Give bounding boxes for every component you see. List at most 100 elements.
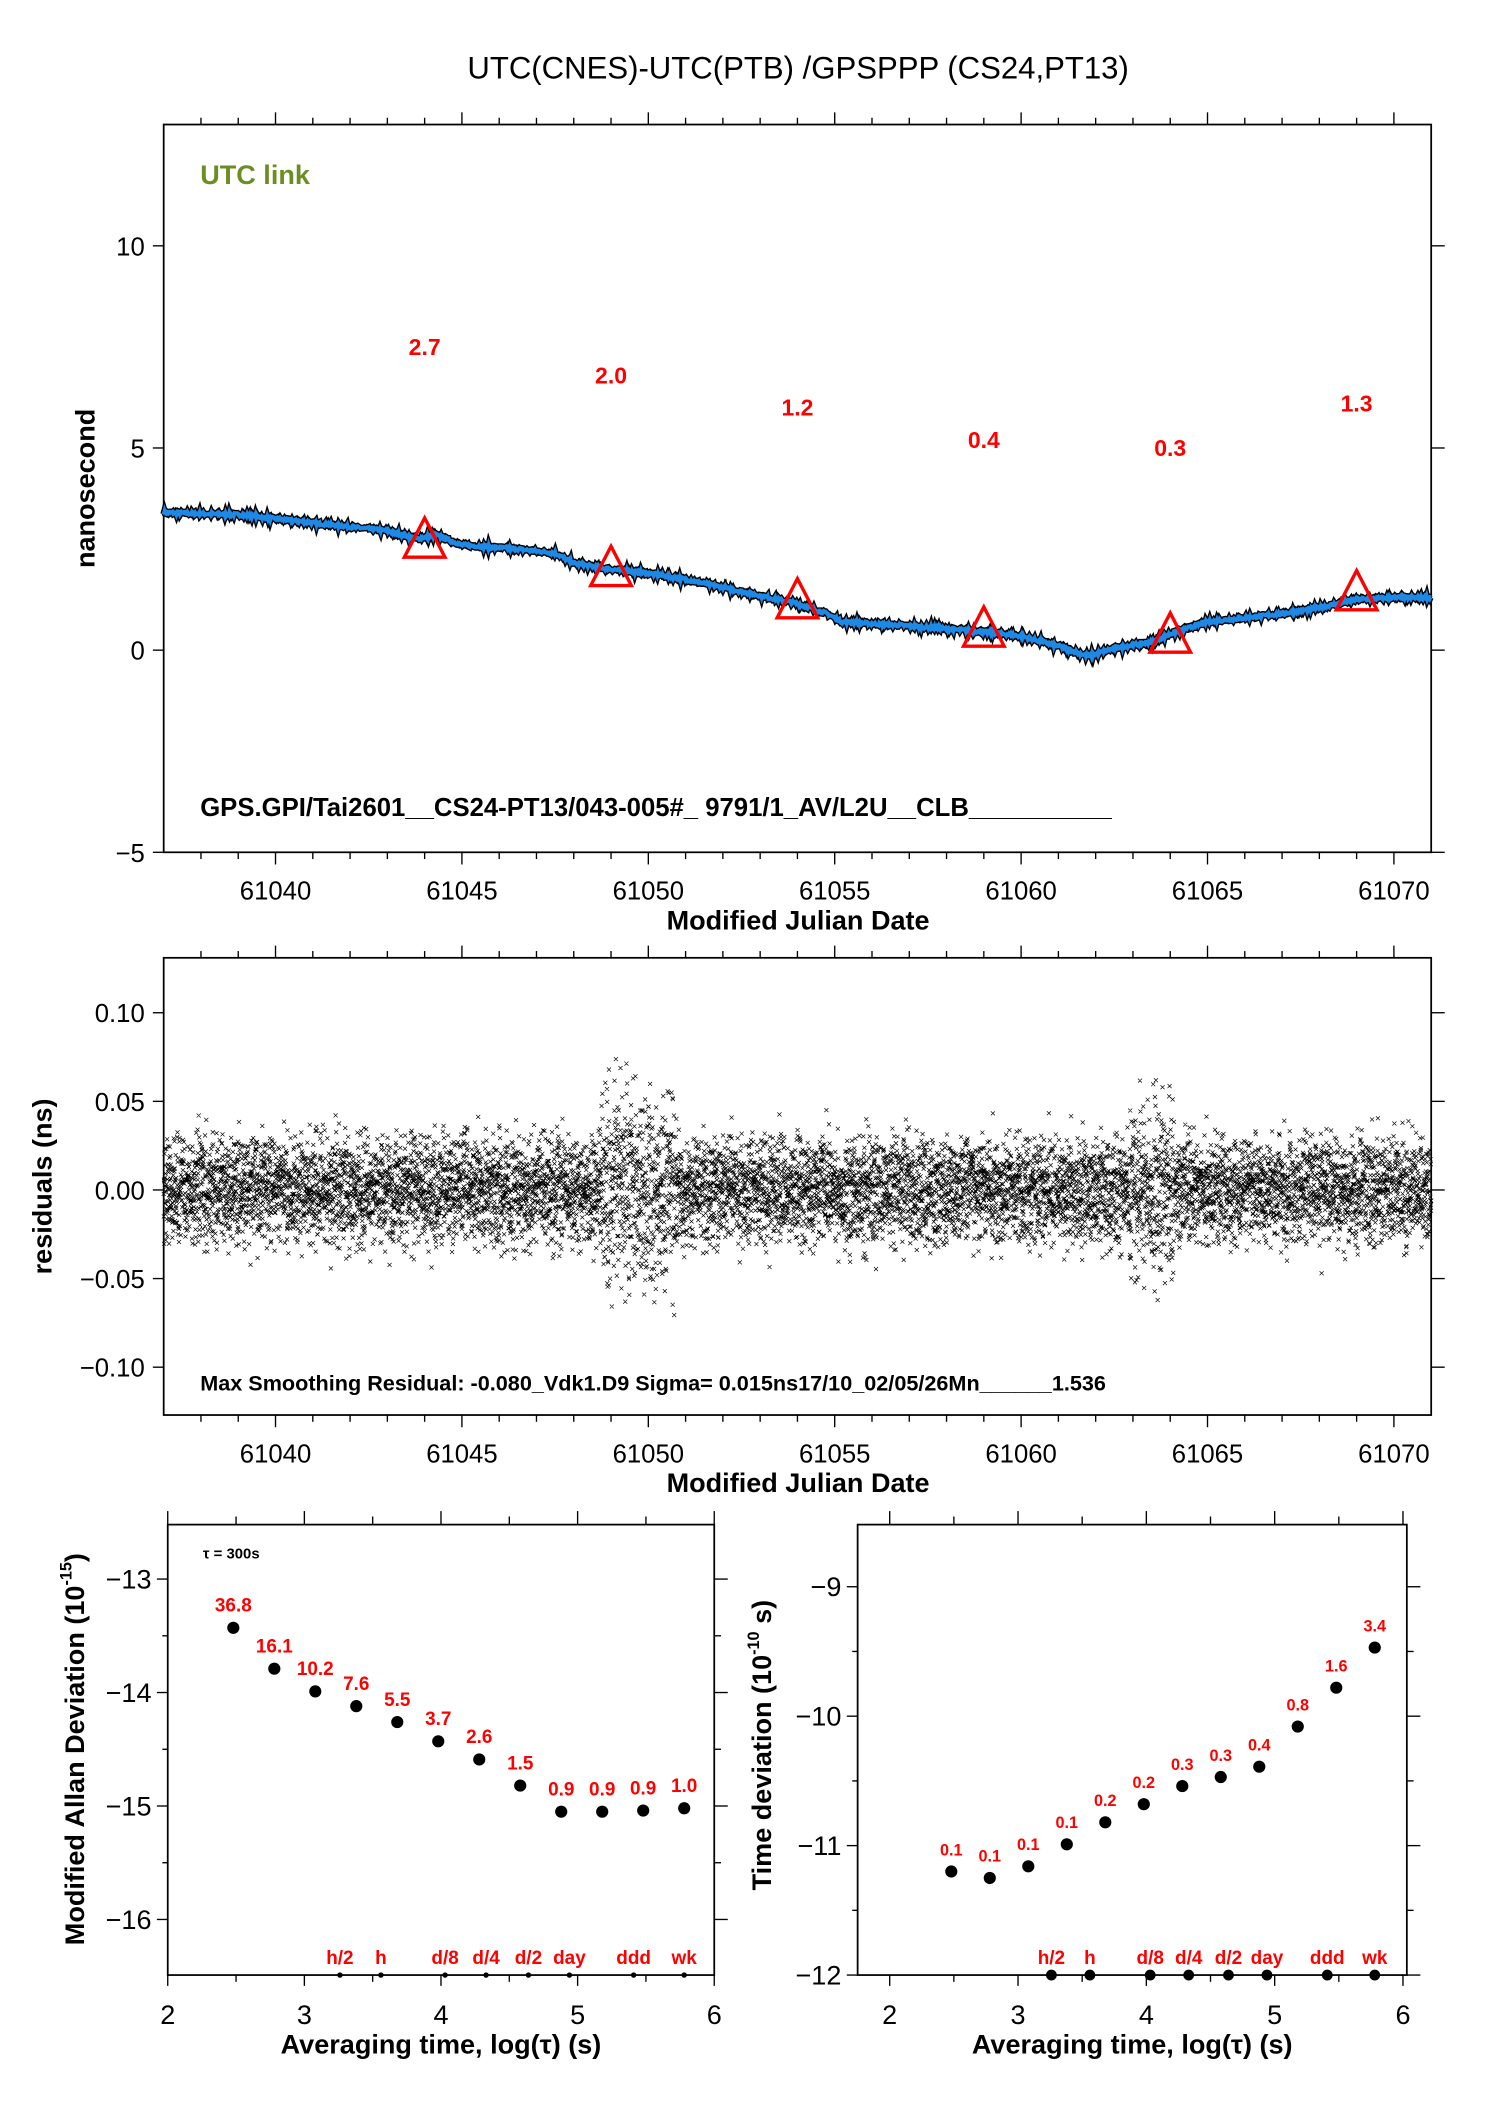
data-point (432, 1735, 445, 1748)
y-tick-label: −15 (106, 1791, 152, 1821)
time-marker-label: d/2 (515, 1948, 542, 1969)
time-marker-dot (1144, 1969, 1156, 1981)
y-tick-label: −13 (106, 1565, 152, 1595)
time-marker-label: h (375, 1948, 387, 1969)
time-marker-label: d/4 (1175, 1948, 1203, 1969)
plot-frame (162, 123, 1433, 854)
point-label: 0.1 (1056, 1814, 1079, 1832)
y-tick-label: −14 (106, 1678, 152, 1708)
y-axis-label-main: Time deviation (10 (747, 1655, 777, 1891)
x-tick-label: 4 (433, 2000, 448, 2030)
x-tick-label: 61045 (426, 878, 497, 906)
data-point (391, 1715, 404, 1729)
marker-label: 0.3 (1154, 435, 1186, 461)
y-tick-label: −5 (115, 840, 144, 868)
y-tick-label: −10 (796, 1702, 842, 1732)
utc-link-label: UTC link (200, 160, 311, 190)
footer-text: Max Smoothing Residual: -0.080_Vdk1.D9 S… (200, 1371, 1106, 1396)
time-marker-dot (378, 1972, 384, 1978)
footer-text: GPS.GPI/Tai2601__CS24-PT13/043-005#_ 979… (200, 794, 1112, 822)
x-tick-label: 61040 (240, 1440, 311, 1468)
x-tick-label: 61065 (1172, 878, 1243, 906)
x-tick-label: 61040 (240, 878, 311, 906)
time-marker-label: ddd (616, 1948, 651, 1969)
x-tick-label: 2 (160, 2000, 175, 2030)
marker-label: 2.0 (595, 362, 627, 388)
y-axis-label-end: ) (60, 1553, 90, 1562)
point-label: 0.4 (1248, 1736, 1271, 1754)
x-tick-label: 61060 (985, 878, 1056, 906)
time-marker-label: d/8 (431, 1948, 458, 1969)
data-point (268, 1662, 281, 1675)
point-label: 0.2 (1094, 1792, 1117, 1810)
y-axis-label: Time deviation (10-10 s) (745, 1600, 777, 1891)
data-point (1022, 1860, 1035, 1873)
point-label: 16.1 (256, 1636, 293, 1657)
x-axis-label: Averaging time, log(τ) (s) (281, 2030, 602, 2060)
y-axis-label-exp: -15 (58, 1562, 76, 1585)
point-label: 10.2 (297, 1659, 334, 1680)
time-marker-label: d/2 (1215, 1948, 1242, 1969)
triangle-marker (401, 514, 448, 559)
point-label: 0.1 (940, 1841, 963, 1859)
x-tick-label: 61070 (1358, 878, 1429, 906)
data-point (1060, 1838, 1073, 1851)
data-point (596, 1805, 609, 1818)
point-label: 0.9 (548, 1779, 574, 1800)
time-marker-dot (566, 1972, 573, 1978)
point-label: 0.2 (1133, 1774, 1156, 1792)
plot-frame (166, 1523, 716, 1976)
time-marker-label: h/2 (1038, 1948, 1065, 1969)
data-point (678, 1802, 691, 1815)
marker-label: 1.2 (781, 395, 813, 421)
time-marker-dot (525, 1972, 532, 1978)
x-tick-label: 61055 (799, 1440, 870, 1468)
triangle-marker (1333, 566, 1380, 612)
x-tick-label: 61070 (1358, 1440, 1429, 1468)
y-tick-label: 0.05 (95, 1089, 145, 1117)
point-label: 3.4 (1363, 1617, 1386, 1635)
series-outline (160, 499, 1434, 669)
tdev-panel: Time deviation (10-10 s) Averaging time,… (745, 1511, 1421, 2060)
data-point (473, 1753, 486, 1766)
time-marker-label: h (1084, 1948, 1096, 1969)
time-marker-label: day (553, 1948, 586, 1969)
time-marker-dot (483, 1972, 489, 1978)
x-tick-label: 61055 (799, 878, 870, 906)
time-marker-label: day (1251, 1948, 1284, 1969)
time-marker-dot (1084, 1969, 1096, 1981)
x-tick-label: 61065 (1172, 1440, 1243, 1468)
x-tick-label: 61050 (613, 878, 684, 906)
mdev-panel: τ = 300s Modified Allan Deviation (10-15… (58, 1511, 728, 2060)
x-tick-label: 61060 (985, 1440, 1056, 1468)
y-axis-label: residuals (ns) (27, 1098, 57, 1274)
data-point (1291, 1720, 1304, 1733)
data-point (983, 1871, 996, 1885)
x-tick-label: 6 (1395, 2000, 1410, 2030)
triangle-marker (774, 574, 821, 620)
y-tick-label: −0.10 (80, 1355, 145, 1383)
y-axis-label-main: Modified Allan Deviation (10 (60, 1586, 90, 1946)
data-point (1214, 1770, 1227, 1784)
y-tick-label: 10 (116, 233, 145, 261)
y-axis-label-exp: -10 (745, 1631, 763, 1654)
marker-label: 0.4 (968, 427, 1000, 453)
x-tick-label: 5 (1267, 2000, 1282, 2030)
data-point (227, 1621, 240, 1634)
y-tick-label: 0.00 (95, 1177, 145, 1205)
y-axis-label: nanosecond (71, 409, 101, 568)
x-tick-label: 6 (707, 2000, 722, 2030)
time-marker-label: wk (1361, 1948, 1388, 1969)
point-label: 3.7 (425, 1709, 451, 1730)
x-tick-label: 4 (1139, 2000, 1154, 2030)
y-tick-label: 0 (130, 638, 144, 666)
data-point (637, 1804, 650, 1817)
data-point (1176, 1779, 1189, 1793)
time-marker-dot (1183, 1969, 1195, 1981)
time-marker-dot (1045, 1969, 1057, 1981)
triangle-marker (960, 603, 1007, 648)
x-axis-label: Modified Julian Date (667, 905, 930, 935)
time-marker-label: d/8 (1137, 1948, 1164, 1969)
x-tick-label: 5 (570, 2000, 585, 2030)
